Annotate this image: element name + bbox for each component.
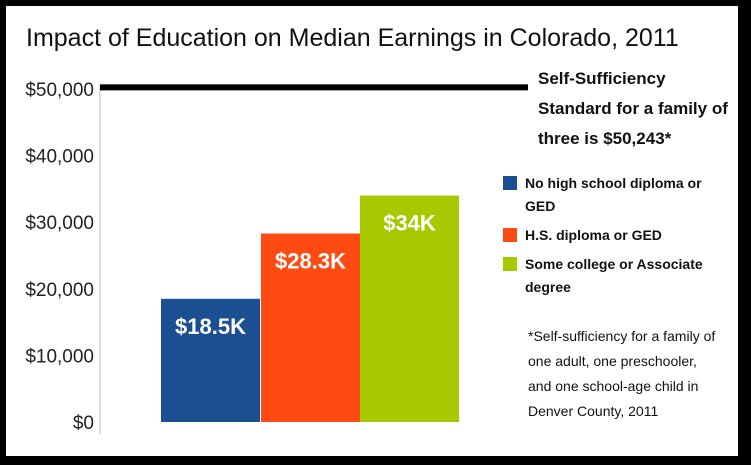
y-tick-label: $20,000	[25, 280, 94, 301]
self-sufficiency-note: Self-Sufficiency Standard for a family o…	[538, 69, 728, 148]
legend-swatch-hs-diploma	[503, 228, 517, 242]
bar-hs-diploma	[261, 233, 360, 422]
chart-panel: Impact of Education on Median Earnings i…	[6, 6, 738, 456]
data-label-no-diploma: $18.5K	[175, 314, 246, 339]
legend-swatch-no-diploma	[503, 176, 517, 190]
y-tick-label: $0	[73, 413, 94, 434]
footnote: *Self-sufficiency for a family of one ad…	[528, 328, 716, 419]
data-label-hs-diploma: $28.3K	[275, 249, 346, 274]
legend-item-no-diploma: No high school diploma or GED	[503, 172, 713, 218]
y-tick-label: $30,000	[25, 213, 94, 234]
legend-swatch-some-college	[503, 257, 517, 271]
bar-some-college	[360, 195, 459, 422]
y-tick-label: $50,000	[25, 80, 94, 101]
bar-no-diploma	[161, 298, 260, 422]
bar-chart: Impact of Education on Median Earnings i…	[25, 24, 679, 434]
legend-item-some-college: Some college or Associate degree	[503, 253, 713, 299]
y-tick-label: $10,000	[25, 346, 94, 367]
chart-title: Impact of Education on Median Earnings i…	[26, 24, 679, 52]
legend: No high school diploma or GED H.S. diplo…	[503, 172, 713, 305]
legend-label-hs-diploma: H.S. diploma or GED	[525, 227, 662, 243]
y-tick-label: $40,000	[25, 147, 94, 168]
legend-label-some-college: Some college or Associate degree	[525, 256, 703, 295]
legend-item-hs-diploma: H.S. diploma or GED	[503, 224, 713, 247]
legend-label-no-diploma: No high school diploma or GED	[525, 175, 702, 214]
data-label-some-college: $34K	[383, 211, 436, 236]
